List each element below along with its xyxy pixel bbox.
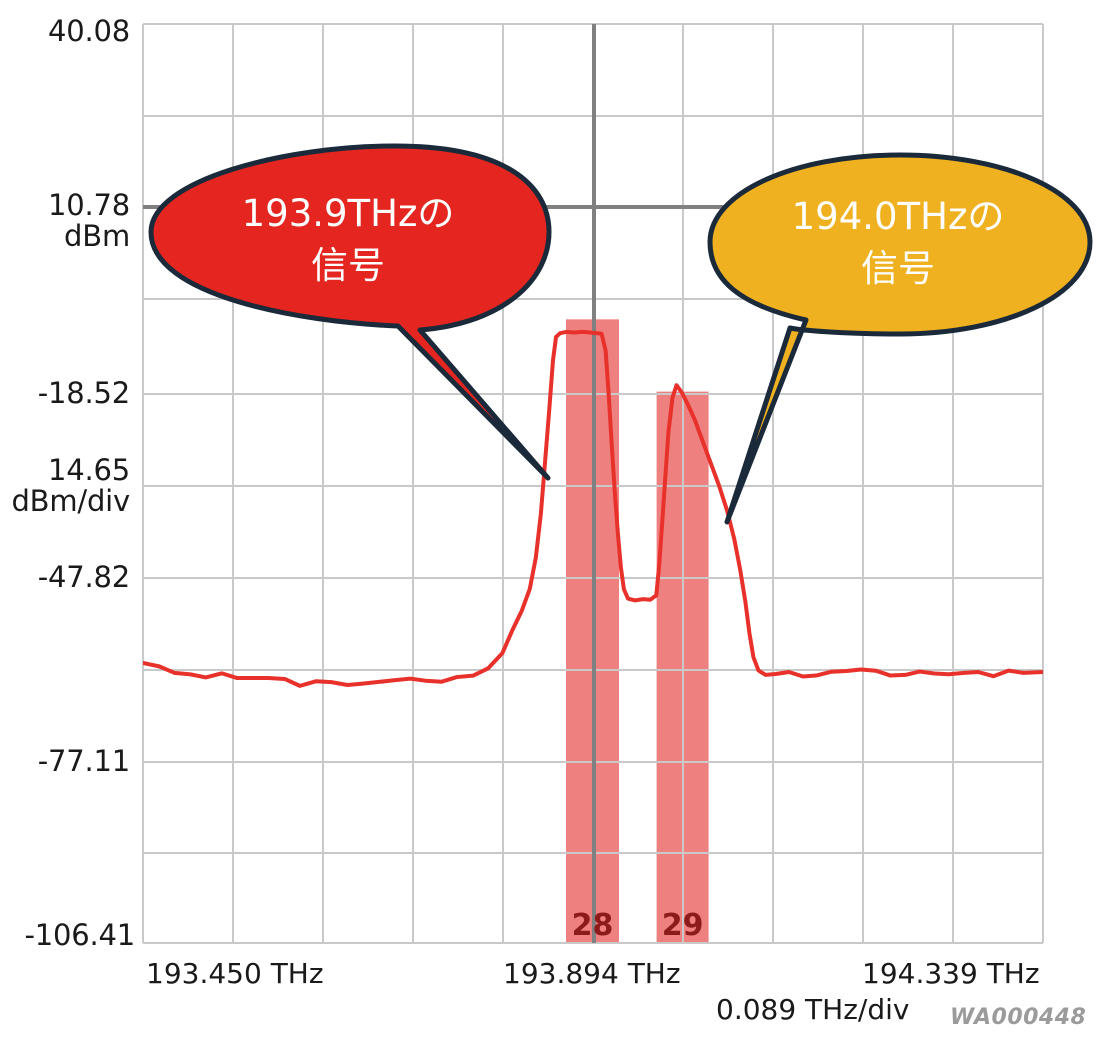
y-tick-label-minus106: -106.41 xyxy=(24,918,135,952)
y-ref-level-label: 10.78 dBm xyxy=(47,188,130,254)
watermark-label: WA000448 xyxy=(950,1005,1087,1030)
x-center-label: 193.894 THz xyxy=(503,957,681,990)
callout-yellow[interactable]: 194.0THzの 信号 xyxy=(707,152,1093,525)
callout-yellow-line2: 信号 xyxy=(861,247,935,290)
callout-yellow-line1: 194.0THzの xyxy=(792,195,1005,238)
y-tick-label-minus47: -47.82 xyxy=(37,560,130,594)
y-tick-label-minus18: -18.52 xyxy=(37,376,130,410)
callout-red-line1: 193.9THzの xyxy=(242,192,455,235)
y-tick-label-40: 40.08 xyxy=(47,14,130,48)
x-per-div-label: 0.089 THz/div xyxy=(716,993,910,1026)
callout-yellow-shape xyxy=(707,152,1093,525)
spectrum-trace xyxy=(143,329,1043,688)
x-start-label: 193.450 THz xyxy=(146,957,324,990)
y-per-div-label: 14.65 dBm/div xyxy=(11,453,130,519)
trace-group xyxy=(143,329,1043,688)
marker-number-28[interactable]: 28 xyxy=(571,908,614,943)
marker-number-29[interactable]: 29 xyxy=(661,908,704,943)
callout-red-shape xyxy=(148,143,552,481)
callout-red-line2: 信号 xyxy=(311,244,385,287)
callout-red[interactable]: 193.9THzの 信号 xyxy=(148,143,552,481)
y-tick-label-minus77: -77.11 xyxy=(37,744,130,778)
x-stop-label: 194.339 THz xyxy=(862,957,1040,990)
